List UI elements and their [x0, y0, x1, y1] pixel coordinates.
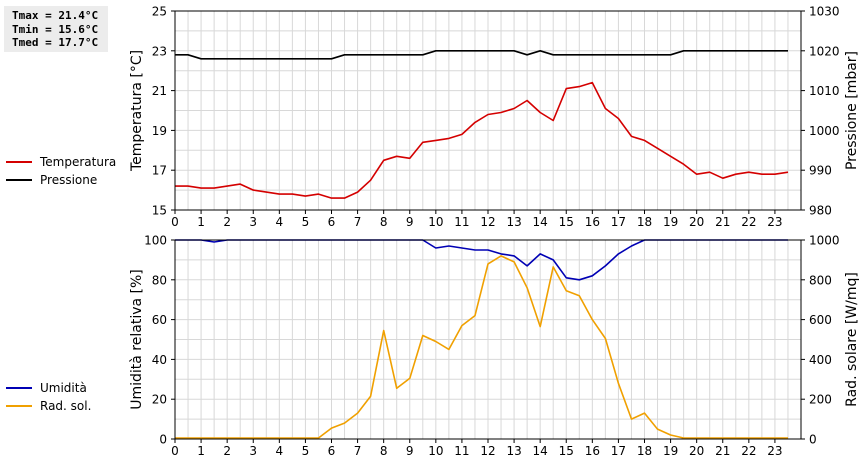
- y-tick-label-left-top: 25: [152, 5, 167, 19]
- legend-item-pressure: Pressione: [6, 171, 116, 189]
- x-tick-label-bottom: 14: [533, 444, 548, 458]
- x-tick-label-bottom: 13: [506, 444, 521, 458]
- x-tick-label-top: 13: [506, 215, 521, 229]
- x-tick-label-top: 0: [171, 215, 179, 229]
- y-tick-label-left-top: 21: [152, 84, 167, 98]
- series-line-temperatura: [175, 81, 789, 199]
- y-tick-label-left-bottom: 0: [159, 433, 167, 447]
- y-tick-label-right-bottom: 0: [809, 433, 817, 447]
- tmed-text: Tmed = 17.7°C: [12, 36, 99, 49]
- y-tick-label-left-top: 15: [152, 204, 167, 218]
- y-tick-label-left-top: 17: [152, 164, 167, 178]
- x-tick-label-bottom: 10: [428, 444, 443, 458]
- x-tick-label-top: 17: [611, 215, 626, 229]
- x-tick-label-top: 16: [585, 215, 600, 229]
- x-tick-label-bottom: 22: [741, 444, 756, 458]
- x-tick-label-top: 22: [741, 215, 756, 229]
- y-tick-label-left-bottom: 40: [152, 353, 167, 367]
- x-tick-label-bottom: 7: [354, 444, 362, 458]
- x-tick-label-top: 10: [428, 215, 443, 229]
- y-tick-label-left-bottom: 100: [144, 234, 167, 248]
- x-tick-label-top: 5: [302, 215, 310, 229]
- x-tick-label-bottom: 17: [611, 444, 626, 458]
- x-tick-label-bottom: 2: [223, 444, 231, 458]
- stats-box: Tmax = 21.4°C Tmin = 15.6°C Tmed = 17.7°…: [4, 6, 108, 52]
- series-line-rad-sol: [175, 255, 788, 439]
- x-tick-label-top: 18: [637, 215, 652, 229]
- x-tick-label-bottom: 23: [767, 444, 782, 458]
- x-tick-label-bottom: 6: [328, 444, 336, 458]
- y-tick-label-left-bottom: 60: [152, 313, 167, 327]
- x-tick-label-bottom: 4: [276, 444, 284, 458]
- y-axis-title-right-top: Pressione [mbar]: [844, 51, 860, 170]
- legend-item-temperature: Temperatura: [6, 153, 116, 171]
- legend-swatch-humidity: [6, 387, 32, 389]
- y-tick-label-right-top: 1000: [809, 124, 840, 138]
- y-axis-title-right-bottom: Rad. solare [W/mq]: [844, 272, 860, 407]
- x-tick-label-top: 15: [559, 215, 574, 229]
- x-tick-label-bottom: 9: [406, 444, 414, 458]
- legend-swatch-pressure: [6, 179, 32, 181]
- x-tick-label-top: 3: [249, 215, 257, 229]
- y-tick-label-left-bottom: 80: [152, 273, 167, 287]
- x-tick-label-top: 6: [328, 215, 336, 229]
- x-tick-label-top: 12: [480, 215, 495, 229]
- x-tick-label-bottom: 1: [197, 444, 205, 458]
- x-tick-label-bottom: 8: [380, 444, 388, 458]
- x-tick-label-top: 7: [354, 215, 362, 229]
- x-tick-label-bottom: 16: [585, 444, 600, 458]
- x-tick-label-bottom: 0: [171, 444, 179, 458]
- x-tick-label-top: 1: [197, 215, 205, 229]
- legend-item-solar: Rad. sol.: [6, 397, 91, 415]
- y-tick-label-right-top: 1020: [809, 44, 840, 58]
- x-tick-label-top: 2: [223, 215, 231, 229]
- x-tick-label-top: 4: [276, 215, 284, 229]
- x-tick-label-top: 14: [533, 215, 548, 229]
- legend-item-humidity: Umidità: [6, 379, 91, 397]
- x-tick-label-top: 21: [715, 215, 730, 229]
- legend-label-temperature: Temperatura: [40, 155, 117, 169]
- tmin-text: Tmin = 15.6°C: [12, 22, 99, 36]
- y-tick-label-right-top: 980: [809, 204, 832, 218]
- y-tick-label-left-top: 23: [152, 44, 167, 58]
- y-axis-title-left-top: Temperatura [°C]: [129, 50, 145, 172]
- y-tick-label-right-bottom: 800: [809, 273, 832, 287]
- series-line-pressione: [175, 49, 788, 60]
- x-tick-label-bottom: 3: [249, 444, 257, 458]
- y-axis-title-left-bottom: Umidità relativa [%]: [129, 269, 145, 410]
- y-tick-label-right-top: 1030: [809, 5, 840, 19]
- x-tick-label-top: 9: [406, 215, 414, 229]
- x-tick-label-bottom: 21: [715, 444, 730, 458]
- legend-swatch-temperature: [6, 161, 32, 163]
- tmax-text: Tmax = 21.4°C: [12, 9, 99, 22]
- x-tick-label-bottom: 12: [480, 444, 495, 458]
- legend-swatch-solar: [6, 405, 32, 407]
- legend-label-pressure: Pressione: [40, 173, 98, 187]
- y-tick-label-right-top: 1010: [809, 84, 840, 98]
- y-tick-label-left-bottom: 20: [152, 393, 167, 407]
- legend-label-solar: Rad. sol.: [40, 399, 92, 413]
- legend-label-humidity: Umidità: [40, 381, 87, 395]
- x-tick-label-bottom: 15: [559, 444, 574, 458]
- x-tick-label-bottom: 5: [302, 444, 310, 458]
- legend-top: Temperatura Pressione: [6, 153, 116, 189]
- y-tick-label-right-bottom: 400: [809, 353, 832, 367]
- y-tick-label-left-top: 19: [152, 124, 167, 138]
- x-tick-label-bottom: 19: [663, 444, 678, 458]
- legend-bottom: Umidità Rad. sol.: [6, 379, 91, 415]
- x-tick-label-bottom: 11: [454, 444, 469, 458]
- x-tick-label-top: 19: [663, 215, 678, 229]
- x-tick-label-top: 20: [689, 215, 704, 229]
- x-tick-label-top: 23: [767, 215, 782, 229]
- x-tick-label-bottom: 20: [689, 444, 704, 458]
- x-tick-label-bottom: 18: [637, 444, 652, 458]
- x-tick-label-top: 11: [454, 215, 469, 229]
- x-tick-label-top: 8: [380, 215, 388, 229]
- y-tick-label-right-bottom: 200: [809, 393, 832, 407]
- y-tick-label-right-top: 990: [809, 164, 832, 178]
- y-tick-label-right-bottom: 1000: [809, 234, 840, 248]
- y-tick-label-right-bottom: 600: [809, 313, 832, 327]
